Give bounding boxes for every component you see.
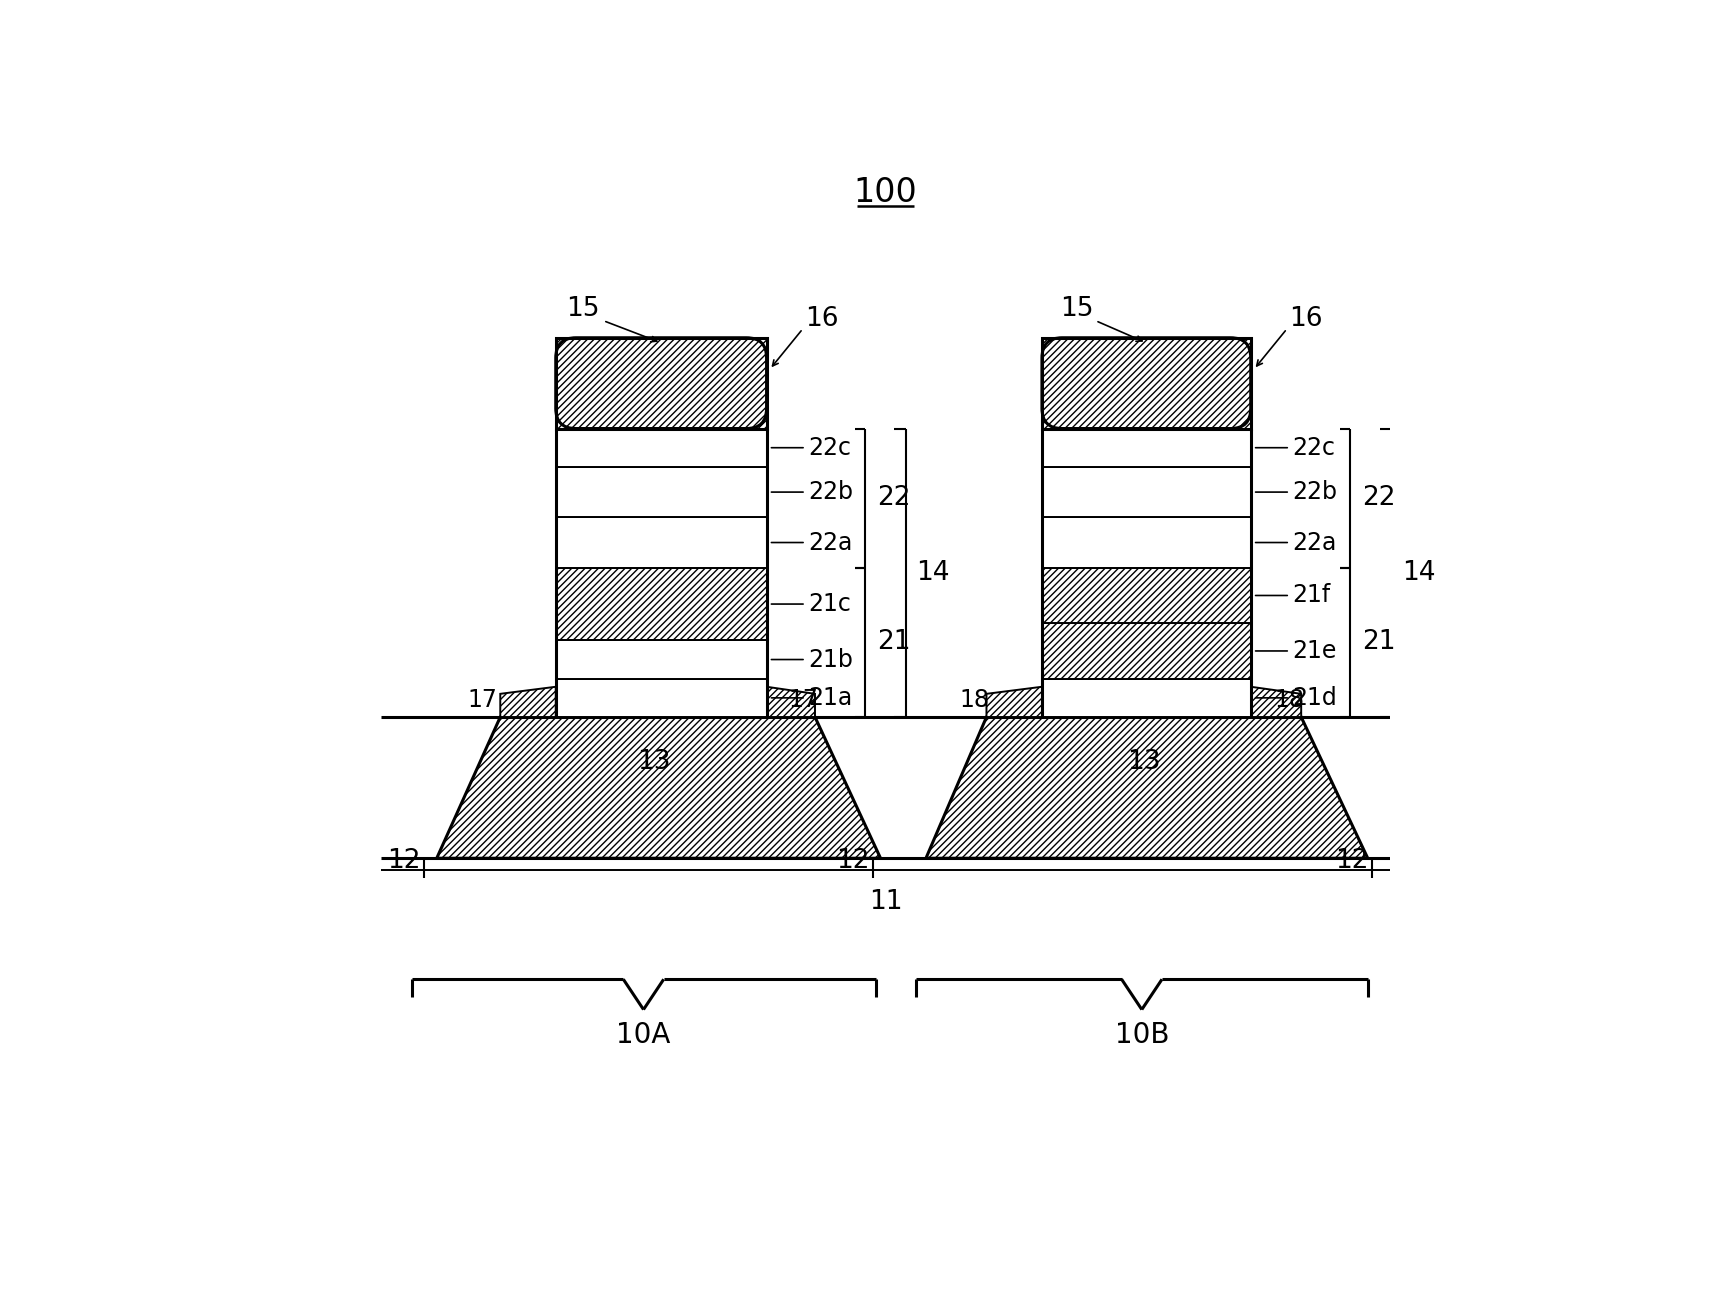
Text: 22: 22 bbox=[1362, 485, 1394, 511]
Text: 11: 11 bbox=[869, 888, 902, 914]
Polygon shape bbox=[987, 686, 1042, 717]
Text: 22c: 22c bbox=[809, 436, 850, 460]
Text: 21b: 21b bbox=[809, 647, 854, 672]
Polygon shape bbox=[926, 717, 1369, 858]
Bar bbox=[556, 428, 767, 466]
Bar bbox=[1042, 624, 1251, 679]
Bar bbox=[556, 641, 767, 679]
Text: 21a: 21a bbox=[809, 686, 852, 710]
Text: 21c: 21c bbox=[809, 592, 850, 616]
Text: 21d: 21d bbox=[1293, 686, 1337, 710]
Text: 12: 12 bbox=[836, 849, 871, 874]
Text: 22a: 22a bbox=[1293, 531, 1336, 554]
Bar bbox=[1042, 679, 1251, 717]
Text: 16: 16 bbox=[805, 305, 838, 331]
Text: 22c: 22c bbox=[1293, 436, 1336, 460]
Text: 10A: 10A bbox=[617, 1020, 670, 1049]
Text: 14: 14 bbox=[916, 559, 949, 586]
Text: 21: 21 bbox=[878, 629, 911, 655]
Bar bbox=[1042, 517, 1251, 567]
Bar bbox=[556, 466, 767, 517]
Bar bbox=[1042, 466, 1251, 517]
Polygon shape bbox=[767, 686, 816, 717]
Text: 21: 21 bbox=[1362, 629, 1394, 655]
Text: 12: 12 bbox=[1334, 849, 1369, 874]
Text: 17: 17 bbox=[788, 688, 817, 711]
Bar bbox=[556, 679, 767, 717]
Text: 22b: 22b bbox=[1293, 479, 1337, 504]
Bar bbox=[1042, 428, 1251, 466]
Text: 15: 15 bbox=[1061, 296, 1094, 321]
Polygon shape bbox=[501, 686, 556, 717]
Text: 18: 18 bbox=[1274, 688, 1305, 711]
Text: 21f: 21f bbox=[1293, 583, 1331, 608]
Bar bbox=[1042, 567, 1251, 624]
Bar bbox=[556, 517, 767, 567]
Text: 15: 15 bbox=[567, 296, 600, 321]
Text: 17: 17 bbox=[467, 688, 498, 711]
Text: 22: 22 bbox=[878, 485, 911, 511]
Bar bbox=[1042, 338, 1251, 428]
Bar bbox=[556, 567, 767, 641]
Bar bbox=[556, 338, 767, 428]
Text: 14: 14 bbox=[1401, 559, 1436, 586]
Text: 18: 18 bbox=[959, 688, 990, 711]
Text: 13: 13 bbox=[1127, 749, 1161, 776]
Text: 21e: 21e bbox=[1293, 639, 1336, 663]
Text: 10B: 10B bbox=[1115, 1020, 1170, 1049]
Polygon shape bbox=[1251, 686, 1301, 717]
Text: 16: 16 bbox=[1289, 305, 1322, 331]
Text: 22a: 22a bbox=[809, 531, 852, 554]
Text: 22b: 22b bbox=[809, 479, 854, 504]
Text: 12: 12 bbox=[387, 849, 420, 874]
Text: 13: 13 bbox=[638, 749, 670, 776]
Text: 100: 100 bbox=[854, 176, 918, 210]
Polygon shape bbox=[437, 717, 881, 858]
